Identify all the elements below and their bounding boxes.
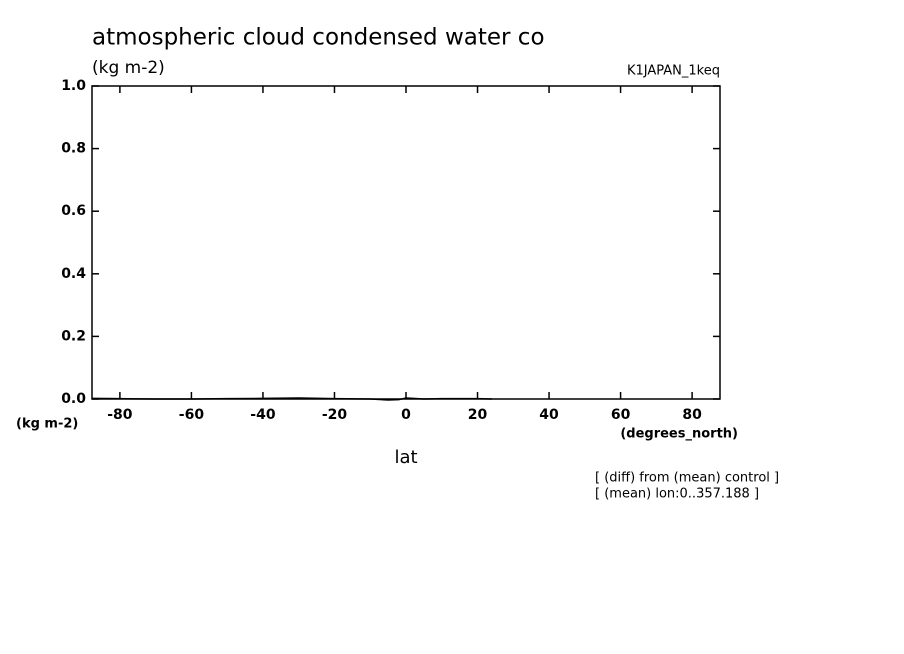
note: [ (mean) lon:0..357.188 ] [595,487,759,502]
plot-frame [91,85,721,400]
x-tick-label: 80 [682,407,702,423]
y-tick-label: 0.0 [61,391,86,407]
x-tick-label: 40 [539,407,559,423]
note: [ (diff) from (mean) control ] [595,471,779,486]
x-tick-label: 0 [401,407,411,423]
x-tick-label: 20 [468,407,488,423]
x-tick-label: -20 [322,407,348,423]
x-tick-label: -40 [250,407,276,423]
x-tick-label: -60 [179,407,205,423]
y-tick-label: 1.0 [61,78,86,94]
data-line [91,397,492,401]
experiment-label: K1JAPAN_1keq [627,64,720,79]
y-tick-label: 0.2 [61,328,86,344]
chart-title: atmospheric cloud condensed water co [92,25,545,51]
y-units: (kg m-2) [16,417,78,432]
x-tick-label: 60 [611,407,631,423]
x-tick-label: -80 [107,407,133,423]
x-axis-label: lat [394,447,417,468]
x-units: (degrees_north) [620,427,738,442]
chart-subtitle: (kg m-2) [92,58,165,78]
y-tick-label: 0.8 [61,141,86,157]
y-tick-label: 0.6 [61,203,86,219]
y-tick-label: 0.4 [61,266,86,282]
